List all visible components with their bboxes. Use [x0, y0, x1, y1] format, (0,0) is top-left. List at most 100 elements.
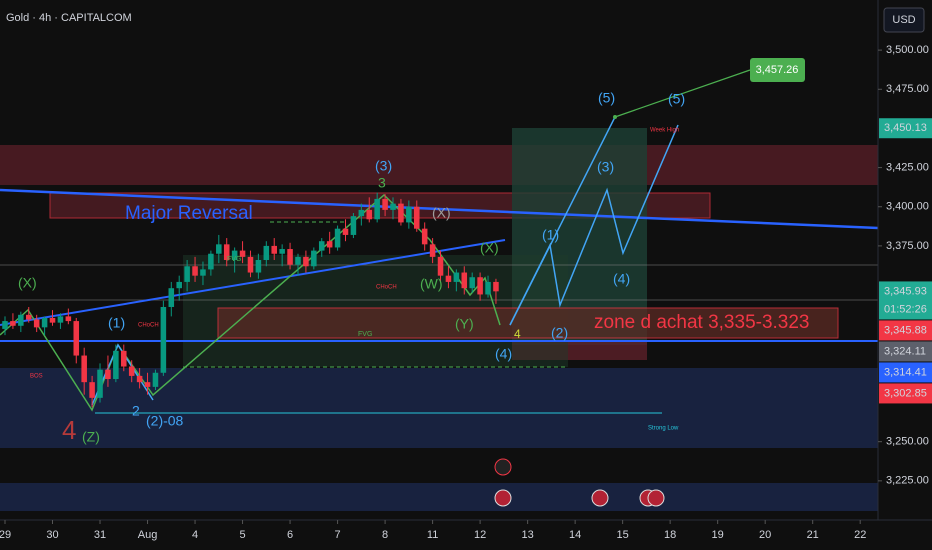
candle-body — [128, 366, 135, 376]
candle-body — [10, 321, 16, 326]
price-axis — [878, 0, 932, 550]
price-tag — [879, 118, 932, 139]
x-tick-label: 19 — [712, 529, 724, 541]
price-tag-label: 3,345.93 — [884, 285, 927, 297]
wave-label: (2)-08 — [146, 413, 184, 429]
candle-body — [437, 256, 444, 276]
candle-body — [57, 316, 64, 323]
candle-body — [493, 281, 499, 292]
candle-body — [113, 350, 119, 380]
x-tick-label: 5 — [239, 529, 245, 541]
drawings — [0, 69, 879, 511]
candle-body — [184, 266, 190, 282]
target-label: 3,457.26 — [756, 64, 799, 76]
wave-label: (3) — [597, 159, 614, 175]
annotation: BOS — [30, 374, 43, 380]
wave-label: (Y) — [455, 316, 474, 332]
candle-body — [406, 206, 412, 223]
x-tick-label: Aug — [138, 529, 158, 541]
currency: USD — [892, 14, 915, 26]
candle-body — [152, 372, 159, 387]
chart-title: Gold · 4h · CAPITALCOM — [6, 12, 132, 24]
candle-body — [461, 272, 468, 289]
x-tick-label: 29 — [0, 529, 11, 541]
candle-body — [287, 249, 293, 265]
candle-body — [421, 228, 428, 245]
x-tick-label: 14 — [569, 529, 581, 541]
candle-body — [239, 250, 246, 257]
candle-body — [223, 244, 230, 260]
wave-label: (4) — [613, 271, 630, 287]
price-tag — [879, 320, 932, 341]
wave-label: (1) — [542, 227, 559, 243]
price-tag-label: 3,324.11 — [884, 345, 926, 357]
candle-body — [65, 316, 72, 322]
event-icons — [494, 458, 665, 507]
wave-label: (5) — [598, 90, 615, 106]
candle-body — [2, 321, 8, 329]
y-tick-label: 3,375.00 — [886, 240, 929, 252]
annotation: Week High — [650, 128, 679, 134]
price-tag — [879, 341, 932, 362]
x-tick-label: 12 — [474, 529, 486, 541]
x-tick-label: 18 — [664, 529, 676, 541]
wave-label: (3) — [375, 158, 392, 174]
candle-body — [445, 275, 452, 282]
annotation: FVG — [358, 331, 372, 338]
candle-body — [342, 228, 349, 235]
trend-line — [0, 239, 506, 326]
y-tick-label: 3,475.00 — [886, 83, 929, 95]
price-tag — [879, 362, 932, 383]
candle-body — [350, 216, 357, 235]
x-tick-label: 20 — [759, 529, 771, 541]
event-band — [0, 483, 878, 511]
price-tag-label: 3,302.85 — [884, 387, 927, 399]
trend-line — [0, 188, 879, 230]
wave-label: 2 — [132, 403, 140, 419]
annotation: CHoCH — [376, 285, 397, 291]
event-icon — [494, 458, 512, 476]
candle-body — [271, 245, 278, 254]
wave-label: (W) — [420, 276, 443, 292]
target-tag — [750, 58, 805, 82]
candle-body — [413, 206, 420, 229]
candle-body — [295, 256, 301, 265]
event-icon — [591, 489, 609, 507]
candle-body — [477, 277, 483, 295]
candle-body — [97, 369, 103, 398]
annotation: Major Reversal — [125, 203, 253, 224]
supply-band — [0, 145, 878, 185]
wave-label: 4 — [62, 415, 76, 445]
wave-label: (X) — [480, 240, 499, 256]
candle-body — [247, 256, 254, 273]
candle-body — [231, 250, 238, 260]
candle-body — [144, 382, 151, 387]
wave-label: 3 — [378, 175, 386, 191]
candle-body — [318, 241, 325, 251]
candle-body — [485, 281, 491, 295]
candle-body — [398, 203, 404, 223]
axes: 3,500.00 3,475.00 3,425.00 3,400.00 3,375.00… — [0, 44, 932, 541]
x-tick-label: 22 — [854, 529, 866, 541]
x-tick-label: 11 — [427, 529, 438, 541]
candle-body — [176, 281, 182, 289]
candle-body — [374, 198, 380, 220]
y-tick-label: 3,400.00 — [886, 201, 929, 213]
candle-body — [200, 269, 206, 276]
target-line — [614, 69, 751, 118]
price-tag-label: 3,450.13 — [884, 122, 927, 134]
candle-body — [121, 350, 127, 367]
wave-label: (1) — [108, 315, 125, 331]
y-tick-label: 3,500.00 — [886, 44, 929, 56]
annotation: zone d achat 3,335-3.323 — [594, 312, 810, 333]
buy-zone — [217, 307, 839, 339]
y-tick-label: 3,250.00 — [886, 436, 929, 448]
x-tick-label: 13 — [521, 529, 533, 541]
candle-body — [390, 203, 396, 210]
wave-label: (X) — [18, 275, 37, 291]
annotation: FVG — [227, 256, 241, 263]
candle-body — [366, 209, 373, 220]
x-tick-label: 15 — [617, 529, 629, 541]
x-tick-label: 8 — [382, 529, 388, 541]
